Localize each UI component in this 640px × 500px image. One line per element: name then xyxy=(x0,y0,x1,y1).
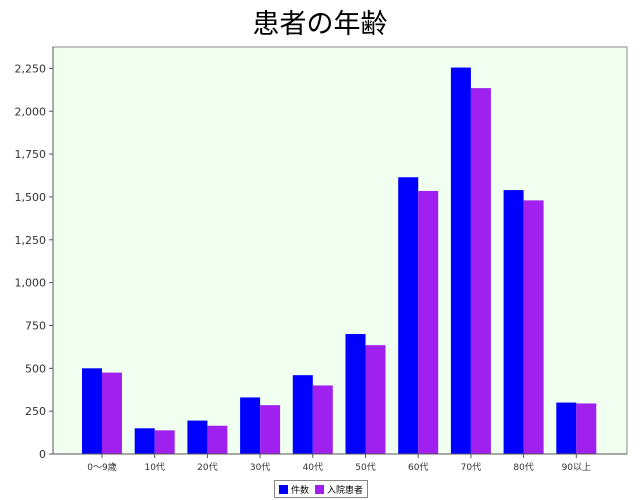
y-tick-label: 250 xyxy=(25,405,46,418)
x-tick-label: 70代 xyxy=(461,462,481,473)
bar-series-1 xyxy=(82,368,102,454)
bar-series-2 xyxy=(312,385,333,454)
bar-series-2 xyxy=(576,403,597,454)
y-tick-label: 500 xyxy=(25,362,46,375)
x-tick-label: 10代 xyxy=(144,462,164,473)
bar-series-2 xyxy=(470,88,491,454)
bar-series-1 xyxy=(556,402,577,454)
x-tick-label: 40代 xyxy=(303,462,323,473)
bar-series-1 xyxy=(187,420,208,454)
y-tick-label: 750 xyxy=(25,319,46,332)
y-axis: 0 250 500 750 1,000 1,250 1,500 1,750 2,000 2,250 xyxy=(15,62,53,461)
y-tick-label: 2,250 xyxy=(15,62,47,75)
bar-series-1 xyxy=(292,375,313,454)
bar-series-1 xyxy=(398,177,419,455)
y-tick-label: 0 xyxy=(39,448,46,461)
x-tick-label: 20代 xyxy=(197,462,217,473)
legend: 件数 入院患者 xyxy=(274,480,369,498)
legend-item-series-2: 入院患者 xyxy=(315,483,363,496)
x-tick-label: 30代 xyxy=(250,462,270,473)
bars-group xyxy=(82,67,597,455)
x-tick-label: 60代 xyxy=(408,462,428,473)
chart-title: 患者の年齢 xyxy=(252,9,388,40)
bar-series-2 xyxy=(260,405,281,454)
bar-series-2 xyxy=(365,345,386,454)
bar-series-1 xyxy=(240,397,261,454)
x-axis: 0〜9歳 10代 20代 30代 40代 50代 60代 70代 80代 90以上 xyxy=(87,454,591,473)
legend-swatch-series-1 xyxy=(279,484,288,494)
bar-series-1 xyxy=(503,190,524,454)
y-tick-label: 1,750 xyxy=(15,148,47,161)
bar-series-2 xyxy=(418,190,439,455)
y-tick-label: 1,000 xyxy=(15,277,47,290)
bar-series-1 xyxy=(450,67,471,454)
bar-chart: 0 250 500 750 1,000 1,250 1,500 1,750 2,000 2,250… xyxy=(15,46,628,473)
y-tick-label: 2,000 xyxy=(15,105,47,118)
x-tick-label: 90以上 xyxy=(562,462,591,473)
legend-label-series-1: 件数 xyxy=(291,485,310,496)
x-tick-label: 0〜9歳 xyxy=(87,461,116,473)
bar-series-2 xyxy=(523,200,544,454)
bar-series-1 xyxy=(134,428,155,454)
bar-series-2 xyxy=(102,372,122,454)
x-tick-label: 80代 xyxy=(513,462,533,473)
y-tick-label: 1,250 xyxy=(15,234,47,247)
legend-label-series-2: 入院患者 xyxy=(327,485,364,496)
legend-item-series-1: 件数 xyxy=(279,483,309,496)
y-tick-label: 1,500 xyxy=(15,191,47,204)
bar-series-1 xyxy=(345,334,366,454)
bar-series-2 xyxy=(207,425,228,454)
x-tick-label: 50代 xyxy=(355,462,375,473)
bar-series-2 xyxy=(154,430,175,454)
legend-swatch-series-2 xyxy=(315,484,325,494)
